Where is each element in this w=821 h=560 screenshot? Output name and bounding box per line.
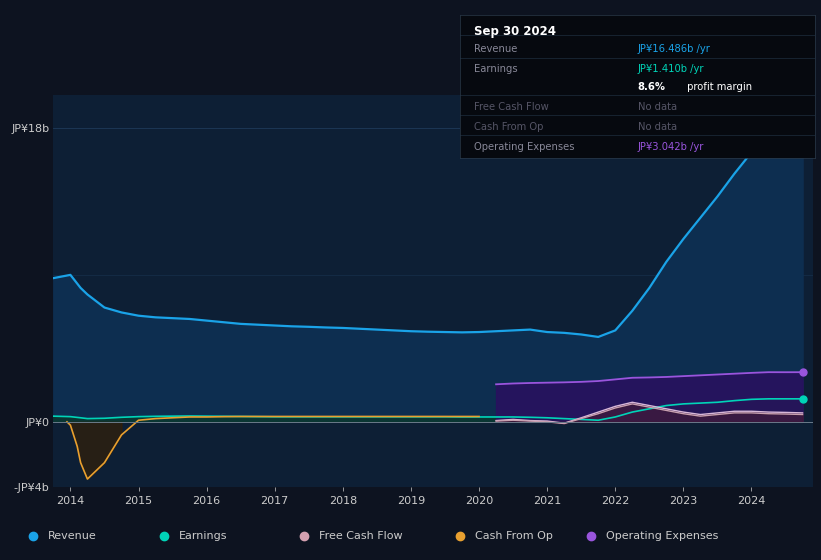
Text: Revenue: Revenue [475,44,517,54]
Text: 8.6%: 8.6% [637,82,666,91]
Text: Free Cash Flow: Free Cash Flow [475,101,549,111]
Text: profit margin: profit margin [684,82,752,91]
Text: No data: No data [637,122,677,132]
Text: Revenue: Revenue [48,531,96,541]
Text: JP¥1.410b /yr: JP¥1.410b /yr [637,64,704,74]
Text: JP¥16.486b /yr: JP¥16.486b /yr [637,44,710,54]
Text: Cash From Op: Cash From Op [475,122,544,132]
Text: Earnings: Earnings [475,64,518,74]
Text: Free Cash Flow: Free Cash Flow [319,531,402,541]
Text: Sep 30 2024: Sep 30 2024 [475,25,556,38]
Text: JP¥3.042b /yr: JP¥3.042b /yr [637,142,704,152]
Text: Earnings: Earnings [179,531,227,541]
Text: Operating Expenses: Operating Expenses [606,531,718,541]
Text: No data: No data [637,101,677,111]
Text: Operating Expenses: Operating Expenses [475,142,575,152]
Text: Cash From Op: Cash From Op [475,531,553,541]
